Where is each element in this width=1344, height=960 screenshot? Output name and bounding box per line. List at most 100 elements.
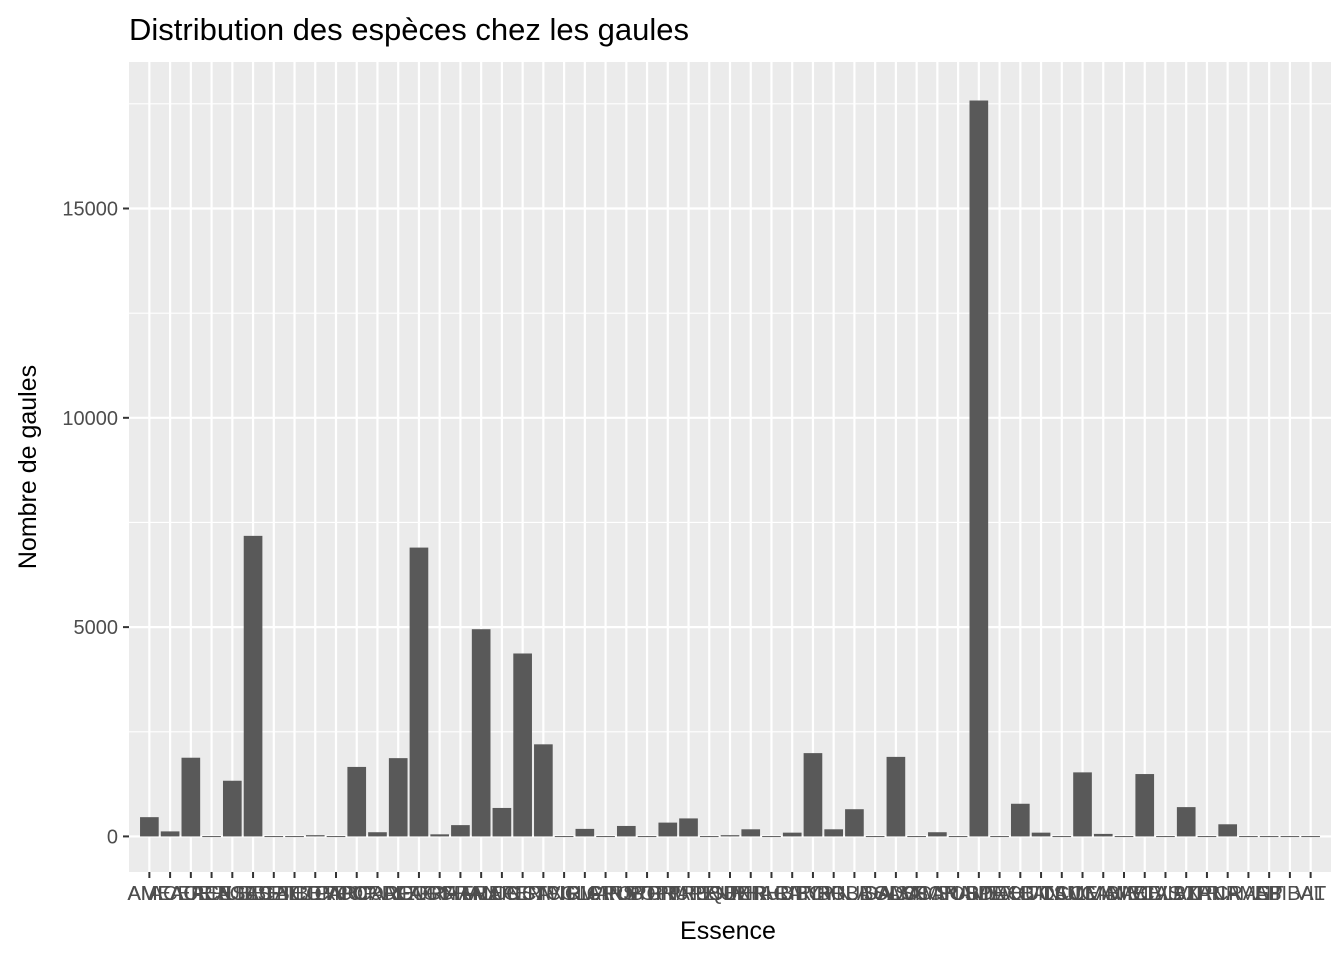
- x-tick-label: CORALT: [338, 883, 418, 905]
- x-tick-label: TILAME: [1026, 883, 1098, 905]
- x-tick-label: CRASP: [1214, 883, 1283, 905]
- x-tick-label: RUBODO: [831, 883, 919, 905]
- major-gridlines-x: [148, 62, 1312, 872]
- x-tick-label: PRUVIR: [692, 883, 768, 905]
- bar-ulmame: [1093, 833, 1113, 837]
- x-tick-label: SAMCAN: [874, 883, 960, 905]
- x-tick-label: PICGLA: [527, 883, 601, 905]
- x-tick-label: ZANAME: [1186, 883, 1269, 905]
- bar-thuocc: [1031, 832, 1051, 837]
- x-tick-label: RHUTYP: [751, 883, 833, 905]
- bar-betpap: [305, 835, 325, 837]
- x-tick-label: VIBCAS: [1108, 883, 1181, 905]
- x-tick-label: POPTRE: [627, 883, 709, 905]
- x-tick-label: SAMPUB: [895, 883, 979, 905]
- bar-samcan: [907, 836, 926, 838]
- bar-acerub: [202, 836, 221, 838]
- x-tick-label: POPGRA: [604, 883, 690, 905]
- bar-betall: [264, 836, 284, 838]
- x-tick-label: VIT: [1295, 883, 1326, 905]
- x-tick-label: BETCOR: [253, 883, 336, 905]
- bar-picmar: [575, 828, 595, 837]
- x-tick-label: AME: [128, 883, 171, 905]
- bar-loncan: [513, 653, 532, 837]
- x-tick-label: TAXCAN: [980, 883, 1060, 905]
- x-tick-label: PICMAR: [546, 883, 624, 905]
- x-tick-label: LONCAN: [481, 883, 564, 905]
- x-tick-label: THUOCC: [998, 883, 1084, 905]
- bar-zaname: [1218, 824, 1238, 837]
- x-tick-label: RHACAT: [731, 883, 812, 905]
- x-tick-label: FRAPEN: [461, 883, 542, 905]
- bar-pruser: [699, 836, 719, 838]
- bar-taxcan: [1010, 803, 1030, 837]
- x-tick-label: BETPAP: [277, 883, 354, 905]
- bar-frapen: [492, 807, 512, 837]
- x-tick-label: SPIALB: [965, 883, 1035, 905]
- x-tick-label: CORCOR: [354, 883, 443, 905]
- x-tick-label: SALSP: [864, 883, 928, 905]
- bar-fraame: [451, 825, 470, 837]
- chart-title: Distribution des espèces chez les gaules: [129, 12, 689, 47]
- bar-spialb: [990, 836, 1009, 838]
- bar-vibcas: [1135, 774, 1155, 837]
- bar-rhutyp: [782, 832, 802, 837]
- x-tick-label: PINSTR: [590, 883, 663, 905]
- bar-pinstr: [616, 825, 636, 837]
- bar-lit: [1259, 836, 1279, 838]
- x-tick-label: RIBCYN: [775, 883, 851, 905]
- bar-tsucan: [1073, 772, 1092, 837]
- bar-abibal: [1280, 836, 1300, 838]
- bar-crasp: [1239, 836, 1258, 838]
- bar-vibace: [1114, 836, 1134, 838]
- bar-picrub: [596, 836, 615, 838]
- y-tick-label: 15000: [62, 199, 118, 221]
- bar-poptre: [658, 822, 678, 837]
- y-axis-title: Nombre de gaules: [14, 365, 42, 569]
- x-tick-label: RIBGLA: [797, 883, 871, 905]
- bar-acepen: [181, 757, 201, 837]
- bar-dielon: [409, 547, 429, 837]
- bar-popgra: [637, 836, 657, 838]
- x-tick-label: PRUPEN: [647, 883, 730, 905]
- x-tick-label: VIBLAN: [1130, 883, 1201, 905]
- x-tick-label: ABIBAL: [1255, 883, 1325, 905]
- bar-querub: [741, 829, 761, 837]
- bar-faggra: [430, 834, 450, 837]
- bar-acespi: [243, 535, 263, 837]
- x-tick-label: BETALL: [237, 883, 310, 905]
- x-tick-label: AMEAUR: [127, 883, 213, 905]
- y-tick-label: 5000: [74, 617, 119, 639]
- bars: [140, 100, 1320, 838]
- bar-vibtri: [1176, 807, 1196, 837]
- bar-picgla: [554, 836, 574, 838]
- bar-sampub: [928, 832, 947, 837]
- bar-viblan: [1156, 836, 1175, 838]
- x-tick-label: VITRIP: [1175, 883, 1239, 905]
- bar-pruvir: [720, 835, 740, 837]
- x-tick-label: ACERUB: [170, 883, 253, 905]
- bar-coralt: [368, 832, 387, 837]
- bar-corcor: [388, 758, 408, 837]
- x-tick-label: FRANIG: [443, 883, 519, 905]
- x-tick-label: VIBTRI: [1154, 883, 1218, 905]
- x-axis-title: Essence: [680, 917, 776, 945]
- x-tick-label: PRUSER: [668, 883, 751, 905]
- bar-acesac: [222, 780, 242, 837]
- x-tick-label: ACEPEN: [150, 883, 232, 905]
- x-tick-label: LIT: [1255, 883, 1284, 905]
- y-tick-label: 0: [107, 826, 118, 848]
- x-tick-label: FRAAME: [419, 883, 502, 905]
- bar-betpop: [326, 836, 346, 838]
- x-tick-label: PICRUB: [568, 883, 644, 905]
- bar-tilame: [1052, 836, 1072, 838]
- x-tick-label: BETPOP: [295, 883, 376, 905]
- x-tick-label: CARCAR: [315, 883, 399, 905]
- x-tick-label: VIBACE: [1087, 883, 1160, 905]
- bar-franig: [471, 629, 491, 837]
- bar-ostvir: [534, 744, 553, 837]
- bar-sorame: [948, 836, 968, 838]
- bar-ame: [140, 817, 159, 837]
- bar-betcor: [285, 836, 304, 838]
